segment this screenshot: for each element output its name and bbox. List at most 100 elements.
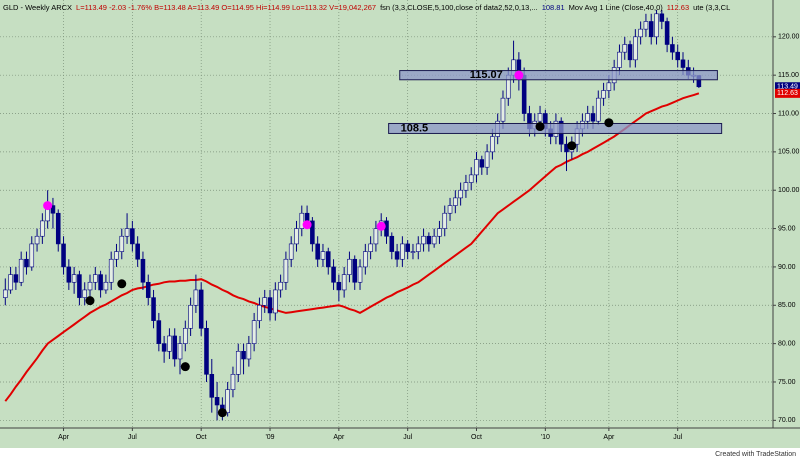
- background: [0, 0, 800, 448]
- candle-body: [204, 327, 209, 375]
- header-item: fsn (3,3,CLOSE,5,100,close of data2,52,0…: [380, 3, 538, 12]
- candle-body: [537, 113, 543, 122]
- candle-body: [633, 36, 638, 61]
- candle-body: [251, 320, 257, 344]
- candle-body: [384, 220, 389, 237]
- candle-body: [177, 343, 183, 360]
- candle-body: [453, 197, 458, 206]
- y-tick-label: 110.00: [778, 110, 799, 117]
- candle-body: [183, 327, 188, 344]
- zone-label: 108.5: [401, 122, 429, 134]
- candle-body: [310, 220, 315, 245]
- candle-body: [145, 281, 151, 298]
- candle-body: [294, 228, 299, 245]
- candle-body: [474, 159, 479, 176]
- candle-body: [468, 174, 474, 183]
- candle-body: [463, 182, 469, 191]
- footer: Created with TradeStation: [715, 451, 796, 458]
- candle-body: [622, 44, 628, 53]
- plot: 70.00 75.00 80.00 85.00 90.00 95.00 100.00 105.…: [0, 0, 800, 441]
- y-tick-label: 105.00: [778, 149, 800, 156]
- candle-body: [55, 212, 61, 245]
- signal-dot: [567, 141, 577, 151]
- candle-body: [209, 374, 215, 398]
- signal-dot: [85, 296, 95, 306]
- candle-body: [389, 235, 395, 252]
- signal-dot: [180, 362, 190, 372]
- candle-body: [590, 113, 596, 122]
- candle-body: [484, 151, 490, 168]
- signal-dot: [604, 118, 614, 128]
- candle-body: [331, 266, 336, 283]
- candle-body: [140, 258, 146, 283]
- header-item: ute (3,3,CL: [693, 3, 730, 12]
- header: GLD - Weekly ARCX L=113.49 -2.03 -1.76% B…: [3, 3, 730, 12]
- candle-body: [325, 251, 331, 268]
- candle-body: [193, 289, 199, 306]
- candle-body: [341, 274, 347, 291]
- candle-body: [82, 289, 87, 298]
- zone: [388, 122, 723, 134]
- candle-body: [124, 228, 130, 237]
- x-tick-label: Jul: [403, 434, 412, 441]
- candle-body: [299, 212, 305, 229]
- candle-body: [601, 90, 606, 99]
- candle-body: [675, 51, 680, 61]
- header-item: L=113.49 -2.03 -1.76% B=113.48 A=113.49 …: [76, 3, 376, 12]
- candle-body: [315, 243, 320, 260]
- candle-body: [24, 258, 29, 268]
- candle-body: [103, 281, 109, 291]
- candle-body: [363, 251, 368, 268]
- candle-body: [670, 44, 675, 53]
- x-tick-label: Apr: [58, 434, 70, 441]
- candle-body: [368, 243, 373, 252]
- y-tick-label: 80.00: [778, 340, 796, 347]
- candle-body: [119, 235, 125, 252]
- candle-body: [241, 350, 246, 360]
- candle-body: [437, 228, 442, 237]
- candle-body: [71, 274, 77, 283]
- candle-body: [394, 251, 400, 260]
- x-tick-label: Oct: [471, 434, 482, 441]
- candle-body: [648, 21, 654, 38]
- candle-body: [521, 74, 527, 114]
- candle-body: [400, 243, 405, 260]
- candle-body: [426, 235, 432, 245]
- candle-body: [93, 274, 98, 283]
- candle-body: [246, 343, 252, 360]
- candle-body: [172, 335, 178, 360]
- candle-body: [34, 235, 40, 245]
- y-tick-label: 90.00: [778, 264, 796, 271]
- candle-body: [479, 159, 485, 168]
- candle-body: [267, 297, 273, 314]
- candle-body: [357, 266, 363, 283]
- y-tick-label: 85.00: [778, 302, 796, 309]
- header-item: 108.81: [542, 3, 565, 12]
- candle-body: [643, 21, 649, 30]
- candle-body: [320, 251, 326, 260]
- candle-body: [680, 59, 686, 68]
- candle-body: [230, 374, 236, 390]
- candle-body: [585, 113, 590, 122]
- candle-body: [151, 297, 156, 321]
- candle-body: [257, 304, 262, 321]
- moving-average: [4, 92, 700, 402]
- candle-body: [156, 320, 162, 344]
- x-tick-label: Jul: [128, 434, 137, 441]
- price-tag: [775, 88, 800, 98]
- candle-body: [373, 228, 379, 245]
- y-tick-label: 95.00: [778, 225, 796, 232]
- candle-body: [336, 281, 342, 291]
- candle-body: [130, 228, 135, 245]
- candle-body: [627, 44, 633, 61]
- header-item: Mov Avg 1 Line (Close,40,0): [569, 3, 664, 12]
- candle-body: [167, 335, 172, 352]
- candle-body: [66, 266, 72, 283]
- zone: [399, 70, 718, 81]
- candle-body: [352, 258, 358, 283]
- y-tick-label: 120.00: [778, 34, 800, 41]
- signal-dot: [117, 279, 127, 289]
- candle-body: [198, 289, 204, 329]
- candle-body: [18, 258, 24, 283]
- candle-body: [659, 13, 665, 22]
